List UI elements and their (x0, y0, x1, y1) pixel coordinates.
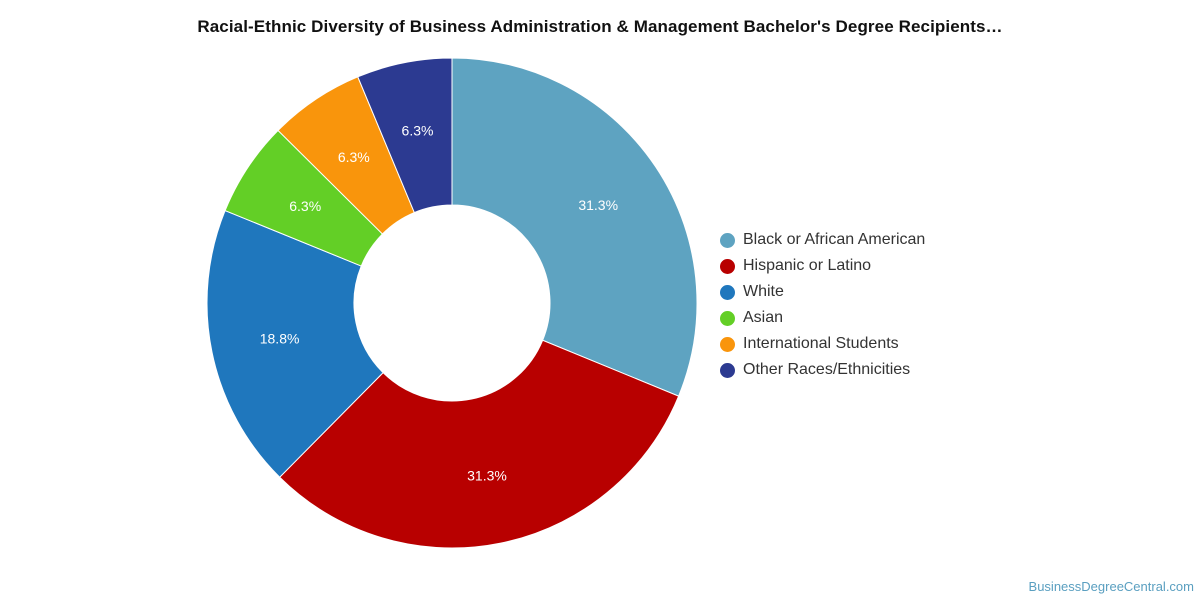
legend-label: Asian (743, 309, 784, 326)
slice-black-or-african-american (451, 57, 698, 397)
chart-legend: Black or African American Hispanic or Lat… (720, 227, 925, 383)
slice-label-international-students: 6.3% (338, 149, 370, 165)
slice-white (206, 209, 384, 478)
legend-item-other-races-ethnicities[interactable]: Other Races/Ethnicities (720, 357, 925, 383)
slice-label-other-races-ethnicities: 6.3% (402, 122, 434, 138)
legend-item-black-or-african-american[interactable]: Black or African American (720, 227, 925, 253)
legend-swatch-icon (720, 258, 735, 274)
slice-labels: 31.3% 31.3% 18.8% 6.3% 6.3% 6.3% (260, 122, 618, 483)
legend-label: International Students (743, 335, 899, 352)
legend-swatch-icon (720, 336, 735, 352)
donut-slices (206, 57, 698, 549)
watermark: BusinessDegreeCentral.com (1028, 579, 1194, 594)
slice-label-hispanic-or-latino: 31.3% (467, 468, 507, 484)
legend-swatch-icon (720, 232, 735, 248)
legend-swatch-icon (720, 310, 735, 326)
chart-title: Racial-Ethnic Diversity of Business Admi… (197, 17, 1003, 36)
legend-item-white[interactable]: White (720, 279, 925, 305)
legend-swatch-icon (720, 362, 735, 378)
slice-label-asian: 6.3% (289, 198, 321, 214)
legend-label: Hispanic or Latino (743, 257, 872, 274)
legend-item-asian[interactable]: Asian (720, 305, 925, 331)
legend-label: Black or African American (743, 231, 926, 248)
legend-label: Other Races/Ethnicities (743, 361, 911, 378)
legend-item-international-students[interactable]: International Students (720, 331, 925, 357)
legend-label: White (743, 283, 784, 300)
legend-item-hispanic-or-latino[interactable]: Hispanic or Latino (720, 253, 925, 279)
slice-other-races-ethnicities (357, 57, 453, 214)
slice-label-white: 18.8% (260, 330, 300, 346)
slice-label-black-or-african-american: 31.3% (578, 197, 618, 213)
slice-hispanic-or-latino (279, 339, 680, 549)
legend-swatch-icon (720, 284, 735, 300)
